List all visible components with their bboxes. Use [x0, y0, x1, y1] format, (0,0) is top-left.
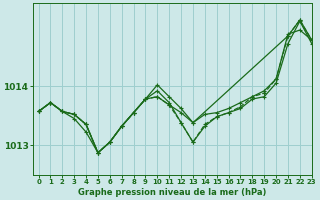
X-axis label: Graphe pression niveau de la mer (hPa): Graphe pression niveau de la mer (hPa)	[78, 188, 266, 197]
